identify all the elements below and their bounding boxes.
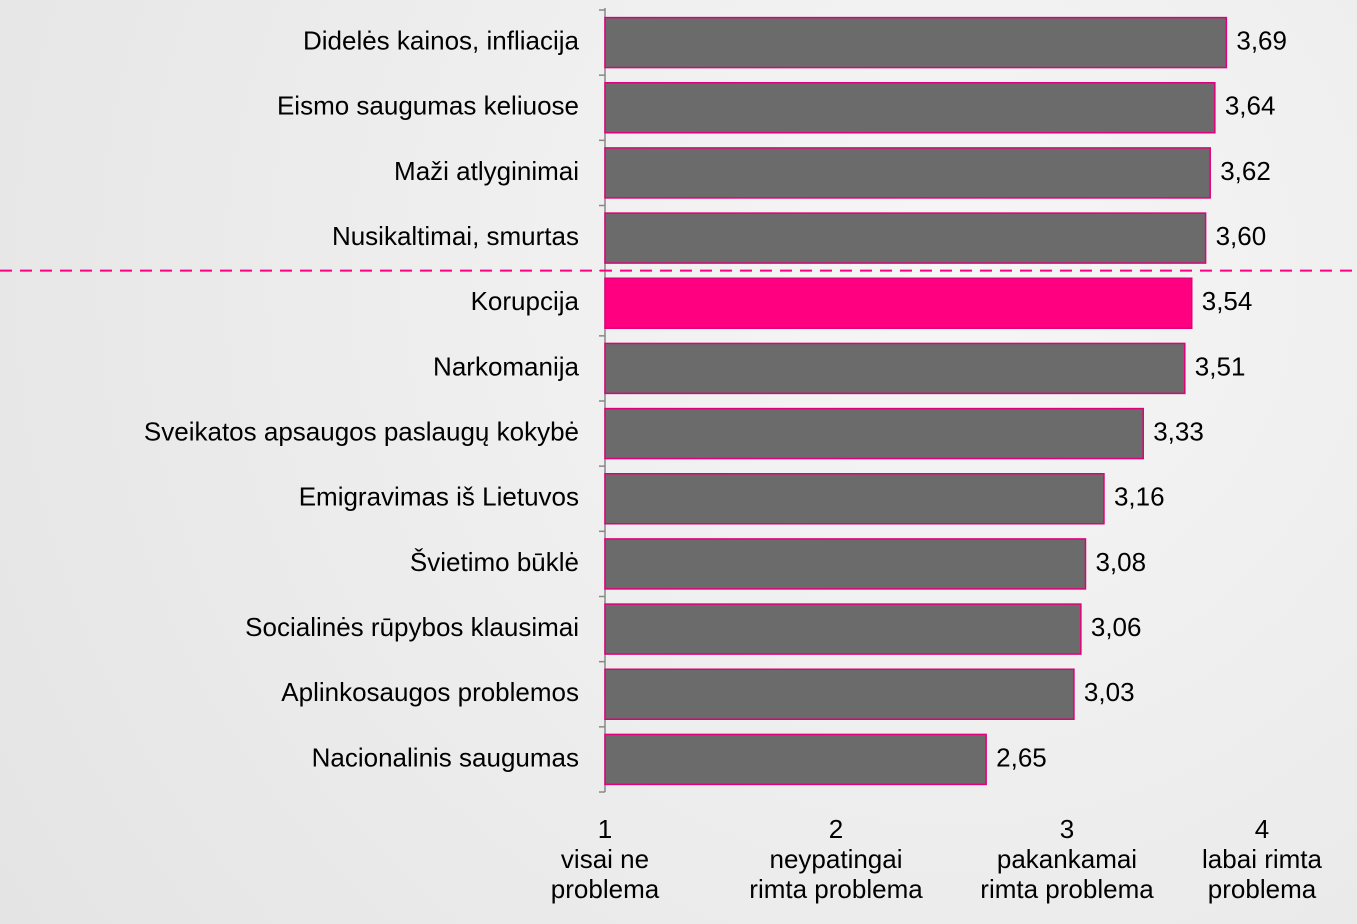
x-tick-label: 1 visai ne problema <box>550 814 660 904</box>
value-label: 2,65 <box>996 742 1047 772</box>
value-label: 3,54 <box>1202 286 1253 316</box>
bar <box>604 668 1075 720</box>
value-label: 3,64 <box>1225 91 1276 121</box>
value-label: 3,60 <box>1216 221 1267 251</box>
bar <box>604 342 1186 395</box>
y-tick-label: Didelės kainos, infliacija <box>303 25 580 55</box>
x-tick-label: 2 neypatingai rimta problema <box>749 814 923 904</box>
bar <box>604 16 1228 69</box>
bar <box>604 147 1211 199</box>
y-tick-label: Švietimo būklė <box>410 547 579 577</box>
value-label: 3,16 <box>1114 482 1165 512</box>
y-tick-label: Nacionalinis saugumas <box>312 742 579 772</box>
x-tick-label: 3 pakankamai rimta problema <box>980 814 1154 904</box>
bar <box>604 82 1216 134</box>
y-tick-label: Eismo saugumas keliuose <box>277 91 579 121</box>
value-label: 3,33 <box>1153 416 1204 446</box>
value-label: 3,69 <box>1236 25 1287 55</box>
value-label: 3,06 <box>1091 612 1142 642</box>
bar <box>604 212 1207 264</box>
y-tick-label: Nusikaltimai, smurtas <box>332 221 579 251</box>
y-tick-label: Narkomanija <box>433 351 579 381</box>
y-tick-label: Korupcija <box>471 286 580 316</box>
y-tick-label: Emigravimas iš Lietuvos <box>299 482 579 512</box>
bar <box>604 538 1087 590</box>
bar <box>604 277 1193 329</box>
bar <box>604 603 1082 655</box>
value-label: 3,03 <box>1084 677 1135 707</box>
bar <box>604 473 1105 525</box>
value-label: 3,51 <box>1195 351 1246 381</box>
y-tick-label: Aplinkosaugos problemos <box>281 677 579 707</box>
y-tick-label: Sveikatos apsaugos paslaugų kokybė <box>144 416 579 446</box>
value-label: 3,62 <box>1220 156 1271 186</box>
x-tick-label: 4 labai rimta problema <box>1202 814 1322 904</box>
y-tick-label: Maži atlyginimai <box>394 156 579 186</box>
value-label: 3,08 <box>1095 547 1146 577</box>
bar <box>604 407 1144 460</box>
y-tick-label: Socialinės rūpybos klausimai <box>245 612 579 642</box>
bar <box>604 733 987 786</box>
